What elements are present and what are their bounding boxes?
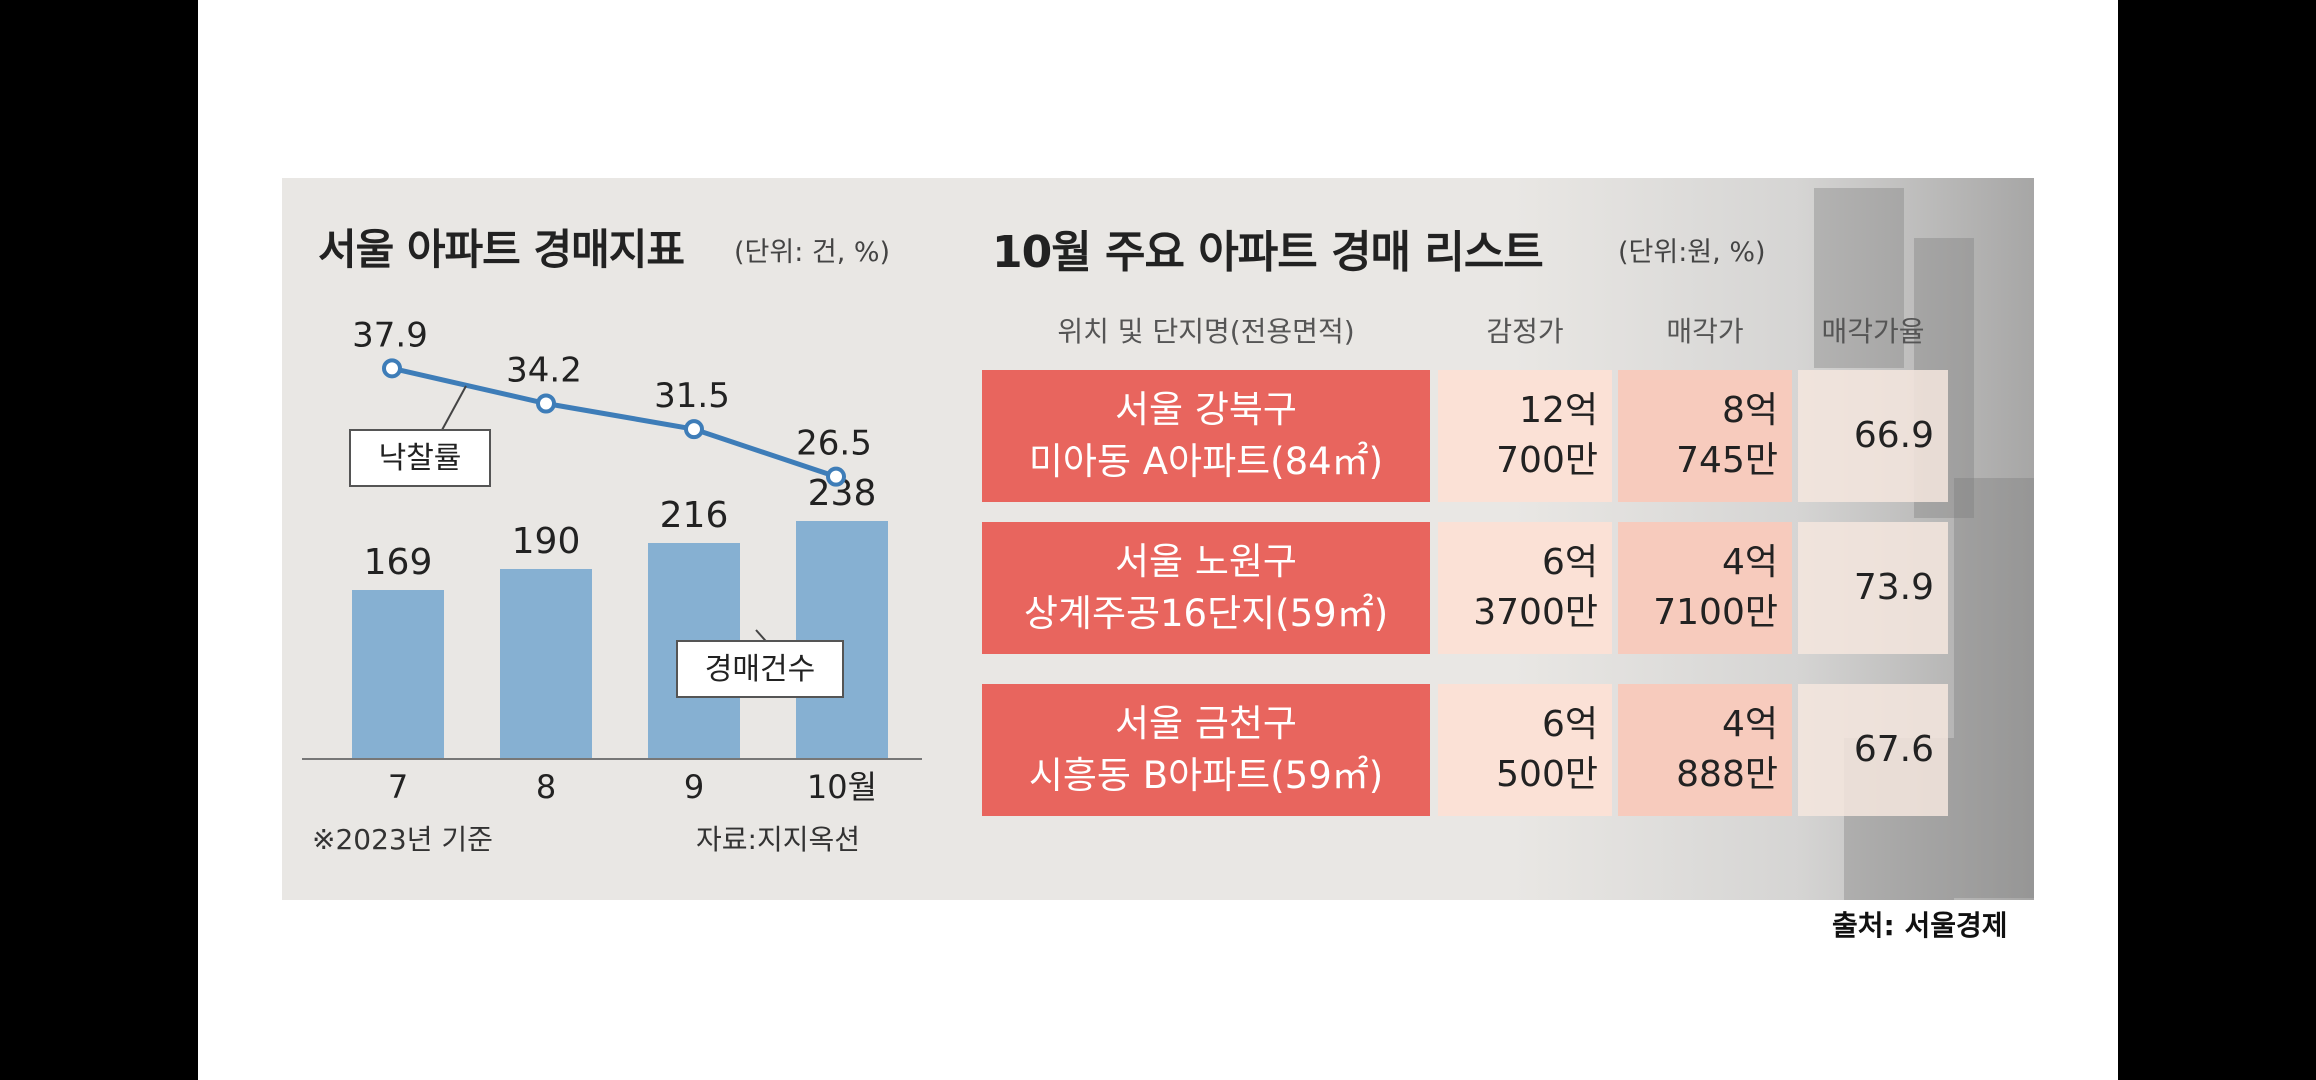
- appraisal-man: 3700만: [1473, 592, 1598, 633]
- sale-eok: 4억: [1721, 542, 1778, 583]
- table-title: 10월 주요 아파트 경매 리스트: [992, 227, 1544, 278]
- bar-callout: 경매건수: [676, 629, 844, 698]
- sale-man: 7100만: [1653, 592, 1778, 633]
- credit-text: 출처: 서울경제: [1832, 909, 2008, 942]
- complex-name: 상계주공16단지(59㎡): [1023, 592, 1389, 635]
- line-value-label: 31.5: [654, 376, 730, 416]
- sale-eok: 4억: [1721, 704, 1778, 745]
- line-series-path: [391, 365, 837, 480]
- x-tick-label: 8: [536, 768, 556, 806]
- bar-value-label: 190: [512, 521, 581, 562]
- line-value-label: 37.9: [352, 315, 428, 355]
- rate-cell: 67.6: [1798, 684, 1948, 816]
- district: 서울 강북구: [1115, 388, 1297, 431]
- sale-rate: 67.6: [1853, 729, 1934, 770]
- page: 서울 아파트 경매지표 (단위: 건, %) 169 190 216 238 37.9…: [198, 0, 2118, 1080]
- bar-value-label: 216: [660, 495, 729, 536]
- line-value-label: 26.5: [796, 424, 872, 464]
- sale-man: 888만: [1676, 754, 1778, 795]
- line-point: [826, 466, 846, 487]
- sale-cell: 4억 7100만: [1618, 522, 1792, 654]
- table-row: 서울 강북구 미아동 A아파트(84㎡) 12억 700만 8억 745만 66…: [982, 370, 1948, 502]
- appraisal-eok: 6억: [1541, 542, 1598, 583]
- appraisal-cell: 6억 500만: [1438, 684, 1612, 816]
- chart-note: ※2023년 기준: [312, 823, 493, 856]
- bar-7: [352, 590, 444, 759]
- complex-name: 시흥동 B아파트(59㎡): [1028, 754, 1384, 797]
- bar-value-label: 169: [364, 542, 433, 583]
- chart-source: 자료:지지옥션: [696, 823, 860, 856]
- line-point: [684, 419, 704, 440]
- sale-eok: 8억: [1721, 390, 1778, 431]
- rate-cell: 73.9: [1798, 522, 1948, 654]
- x-tick-label: 7: [388, 768, 408, 806]
- appraisal-man: 700만: [1496, 440, 1598, 481]
- header-appraisal: 감정가: [1486, 315, 1564, 348]
- svg-text:경매건수: 경매건수: [705, 652, 815, 687]
- line-point: [536, 393, 556, 414]
- complex-name: 미아동 A아파트(84㎡): [1028, 440, 1384, 483]
- sale-cell: 4억 888만: [1618, 684, 1792, 816]
- svg-text:낙찰률: 낙찰률: [379, 441, 462, 476]
- table-unit: (단위:원, %): [1618, 237, 1766, 268]
- sale-rate: 66.9: [1853, 415, 1934, 456]
- district: 서울 금천구: [1115, 702, 1297, 745]
- header-rate: 매각가율: [1821, 315, 1925, 348]
- sale-man: 745만: [1676, 440, 1778, 481]
- appraisal-cell: 12억 700만: [1438, 370, 1612, 502]
- line-point: [382, 358, 402, 379]
- location-cell: 서울 강북구 미아동 A아파트(84㎡): [982, 370, 1430, 502]
- table-row: 서울 노원구 상계주공16단지(59㎡) 6억 3700만 4억 7100만 7…: [982, 522, 1948, 654]
- bar-8: [500, 569, 592, 759]
- chart-unit: (단위: 건, %): [734, 237, 891, 268]
- appraisal-eok: 6억: [1541, 704, 1598, 745]
- x-tick-label: 9: [684, 768, 704, 806]
- rate-cell: 66.9: [1798, 370, 1948, 502]
- line-callout: 낙찰률: [349, 385, 491, 487]
- sale-cell: 8억 745만: [1618, 370, 1792, 502]
- chart-title: 서울 아파트 경매지표: [318, 225, 685, 274]
- infographic: 서울 아파트 경매지표 (단위: 건, %) 169 190 216 238 37.9…: [282, 178, 2034, 900]
- appraisal-man: 500만: [1496, 754, 1598, 795]
- district: 서울 노원구: [1115, 540, 1297, 583]
- location-cell: 서울 금천구 시흥동 B아파트(59㎡): [982, 684, 1430, 816]
- sale-rate: 73.9: [1853, 567, 1934, 608]
- header-location: 위치 및 단지명(전용면적): [1057, 315, 1355, 348]
- line-value-label: 34.2: [506, 351, 582, 391]
- appraisal-eok: 12억: [1519, 390, 1598, 431]
- x-tick-label: 10월: [807, 768, 877, 806]
- appraisal-cell: 6억 3700만: [1438, 522, 1612, 654]
- location-cell: 서울 노원구 상계주공16단지(59㎡): [982, 522, 1430, 654]
- header-sale: 매각가: [1666, 315, 1744, 348]
- table-row: 서울 금천구 시흥동 B아파트(59㎡) 6억 500만 4억 888만 67.…: [982, 684, 1948, 816]
